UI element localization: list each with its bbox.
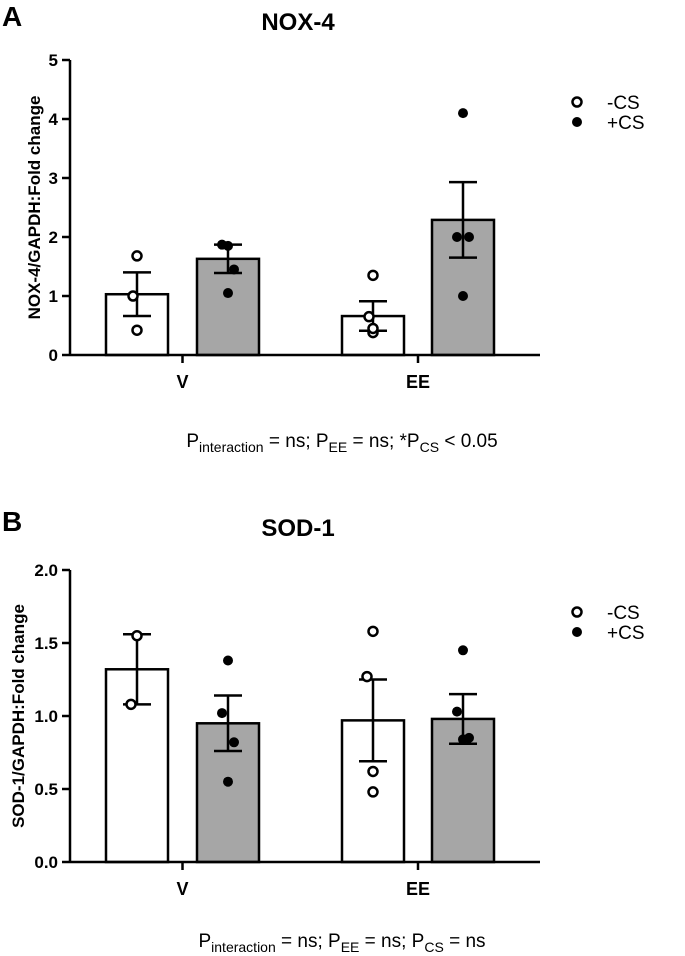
y-tick-label: 1.0 <box>34 707 58 726</box>
data-point <box>367 786 379 798</box>
panel-letter: A <box>2 1 22 32</box>
legend-marker <box>571 96 583 108</box>
data-point <box>458 291 468 301</box>
y-tick-label: 0.0 <box>34 853 58 872</box>
data-point <box>458 645 468 656</box>
x-tick-label: EE <box>406 372 430 392</box>
x-tick-label: V <box>176 372 188 392</box>
data-point <box>229 264 239 275</box>
y-tick-label: 0.5 <box>34 780 58 799</box>
legend-label: +CS <box>607 113 645 134</box>
data-point <box>458 734 468 745</box>
data-point <box>127 290 139 302</box>
chart-title: NOX-4 <box>261 9 335 36</box>
legend-label: -CS <box>607 93 640 114</box>
data-point <box>458 108 468 119</box>
y-axis-label: SOD-1/GAPDH:Fold change <box>9 604 28 828</box>
y-tick-label: 5 <box>49 51 58 70</box>
y-axis-label: NOX-4/GAPDH:Fold change <box>25 96 44 320</box>
data-point <box>452 706 462 717</box>
data-point <box>464 232 474 242</box>
stats-subscript: EE <box>329 439 348 455</box>
data-point <box>367 625 379 638</box>
stats-line: Pinteraction = ns; PEE = ns; *PCS < 0.05 <box>186 431 497 455</box>
data-point <box>367 322 379 335</box>
data-point <box>229 737 239 748</box>
stats-text: = ns; *P <box>347 431 419 452</box>
stats-text: = ns; P <box>359 931 424 952</box>
stats-text: = ns <box>444 931 486 952</box>
data-point <box>367 269 379 282</box>
panel-letter: B <box>2 506 22 537</box>
stats-subscript: interaction <box>211 939 276 955</box>
stats-text: = ns; P <box>264 431 329 452</box>
stats-subscript: CS <box>420 439 439 455</box>
stats-text: < 0.05 <box>439 431 498 452</box>
chart-panel-A: A NOX-4 NOX-4/GAPDH:Fold change 0 1 2 3 4 5 V EE -C… <box>2 1 645 455</box>
legend-marker <box>572 117 582 127</box>
data-point <box>361 670 373 683</box>
data-point <box>363 310 375 323</box>
stats-subscript: CS <box>424 939 443 955</box>
y-tick-label: 2 <box>49 228 58 247</box>
data-point <box>223 288 233 299</box>
data-point <box>217 239 227 250</box>
data-point <box>452 232 462 242</box>
y-tick-label: 1 <box>49 287 58 306</box>
data-point <box>131 250 143 262</box>
legend-label: +CS <box>607 623 645 644</box>
stats-text: P <box>186 431 199 452</box>
y-tick-label: 2.0 <box>34 561 58 580</box>
data-point <box>125 698 137 711</box>
data-point <box>131 629 143 642</box>
data-point <box>131 324 143 336</box>
y-tick-label: 3 <box>49 169 58 188</box>
stats-text: = ns; P <box>276 931 341 952</box>
legend-label: -CS <box>607 603 640 624</box>
data-point <box>217 708 227 719</box>
y-tick-label: 1.5 <box>34 634 58 653</box>
y-tick-label: 4 <box>49 110 59 129</box>
x-tick-label: V <box>176 879 188 899</box>
stats-line: Pinteraction = ns; PEE = ns; PCS = ns <box>198 931 485 955</box>
chart-panel-B: B SOD-1 SOD-1/GAPDH:Fold change 0.0 0.5 1.0 1.… <box>2 506 645 955</box>
legend-marker <box>572 627 582 637</box>
data-point <box>223 655 233 666</box>
y-tick-label: 0 <box>49 346 58 365</box>
legend-marker <box>571 606 583 618</box>
stats-subscript: EE <box>341 939 360 955</box>
x-tick-label: EE <box>406 879 430 899</box>
stats-subscript: interaction <box>199 439 264 455</box>
chart-title: SOD-1 <box>261 515 334 542</box>
stats-text: P <box>198 931 211 952</box>
data-point <box>223 776 233 787</box>
data-point <box>367 765 379 778</box>
